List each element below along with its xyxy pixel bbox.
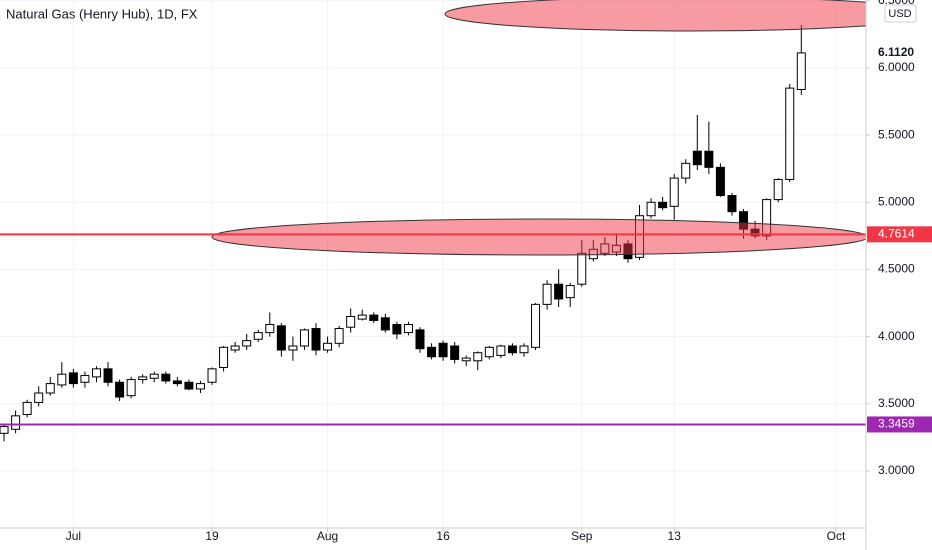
candle-body <box>0 426 9 434</box>
candle-body <box>149 373 159 379</box>
candle-body <box>265 324 275 334</box>
candle-body <box>219 346 229 368</box>
candle-body <box>692 150 702 166</box>
x-tick-label: Aug <box>317 529 338 543</box>
candle-body <box>357 314 367 320</box>
candle-body <box>577 252 587 285</box>
candle-body <box>727 195 737 213</box>
candle-body <box>161 373 171 382</box>
currency: USD <box>888 8 911 20</box>
candle-body <box>184 381 194 390</box>
candle-body <box>172 380 182 385</box>
candle-body <box>565 285 575 299</box>
currency-badge[interactable] <box>884 4 917 23</box>
candle-body <box>715 166 725 197</box>
candle-body <box>519 345 529 354</box>
candle-body <box>22 401 32 416</box>
candle-body <box>704 150 714 168</box>
candle-body <box>207 368 217 383</box>
price-label: 3.3459 <box>878 417 915 431</box>
candle-body <box>427 346 437 358</box>
x-tick-label: Sep <box>571 529 593 543</box>
candle-body <box>126 379 136 397</box>
candle-body <box>230 345 240 351</box>
price-label: 4.7614 <box>878 227 915 241</box>
candle-body <box>542 283 552 305</box>
candle-body <box>796 52 806 90</box>
candle-body <box>45 383 55 394</box>
x-tick-label: 13 <box>668 529 682 543</box>
candle-body <box>115 381 125 398</box>
candle-body <box>773 178 783 201</box>
x-tick-label: Jul <box>66 529 81 543</box>
candle-body <box>473 352 483 362</box>
candle-body <box>403 324 413 334</box>
candle-body <box>531 303 541 348</box>
y-tick-label: 5.0000 <box>878 194 915 208</box>
candle-body <box>323 342 333 351</box>
candle-body <box>415 329 425 350</box>
candle-body <box>57 373 67 386</box>
y-tick-label: 6.0000 <box>878 60 915 74</box>
overlay: 4.7614 3.3459 6.1120 <box>0 45 932 433</box>
support-zone <box>211 218 866 256</box>
candle-body <box>80 375 90 383</box>
candle-body <box>11 415 21 430</box>
candle-body <box>68 372 78 385</box>
y-tick-label: 4.0000 <box>878 329 915 343</box>
candle-body <box>103 368 113 383</box>
candle-body <box>484 346 494 358</box>
candle-body <box>299 329 309 347</box>
candle-body <box>334 328 344 344</box>
candle-body <box>34 392 44 403</box>
candle-body <box>646 201 656 217</box>
y-tick-label: 6.5000 <box>878 0 915 7</box>
candle-body <box>658 201 668 209</box>
candle-body <box>311 328 321 351</box>
last-price-label: 6.1120 <box>878 45 914 59</box>
candle-body <box>380 317 390 331</box>
chart-title: Natural Gas (Henry Hub), 1D, FX <box>6 6 198 21</box>
y-tick-label: 5.5000 <box>878 127 915 141</box>
candle-body <box>392 324 402 335</box>
candle-body <box>554 283 564 300</box>
candle-body <box>242 340 252 347</box>
candle-body <box>253 332 263 340</box>
candle-body <box>91 368 101 378</box>
price-label-box <box>867 416 932 433</box>
candle-body <box>461 357 471 362</box>
x-tick-label: 16 <box>436 529 450 543</box>
y-tick-label: 4.5000 <box>878 262 915 276</box>
x-tick-label: 19 <box>205 529 219 543</box>
drawings <box>211 0 866 256</box>
candle-body <box>507 345 517 354</box>
candle-body <box>195 383 205 390</box>
y-tick-label: 3.0000 <box>878 463 915 477</box>
candle-body <box>496 345 506 356</box>
candle-body <box>669 177 679 207</box>
y-tick-label: 3.5000 <box>878 396 915 410</box>
x-tick-label: Oct <box>827 529 846 543</box>
candle-body <box>288 345 298 351</box>
candle-body <box>138 376 148 381</box>
price-label-box <box>867 226 932 243</box>
candle-body <box>346 315 356 328</box>
candle-body <box>276 325 286 351</box>
candle-body <box>450 345 460 360</box>
candle-body <box>785 87 795 180</box>
candle-body <box>438 342 448 358</box>
candle-body <box>681 162 691 179</box>
resistance-zone <box>444 0 866 32</box>
candle-body <box>369 314 379 321</box>
